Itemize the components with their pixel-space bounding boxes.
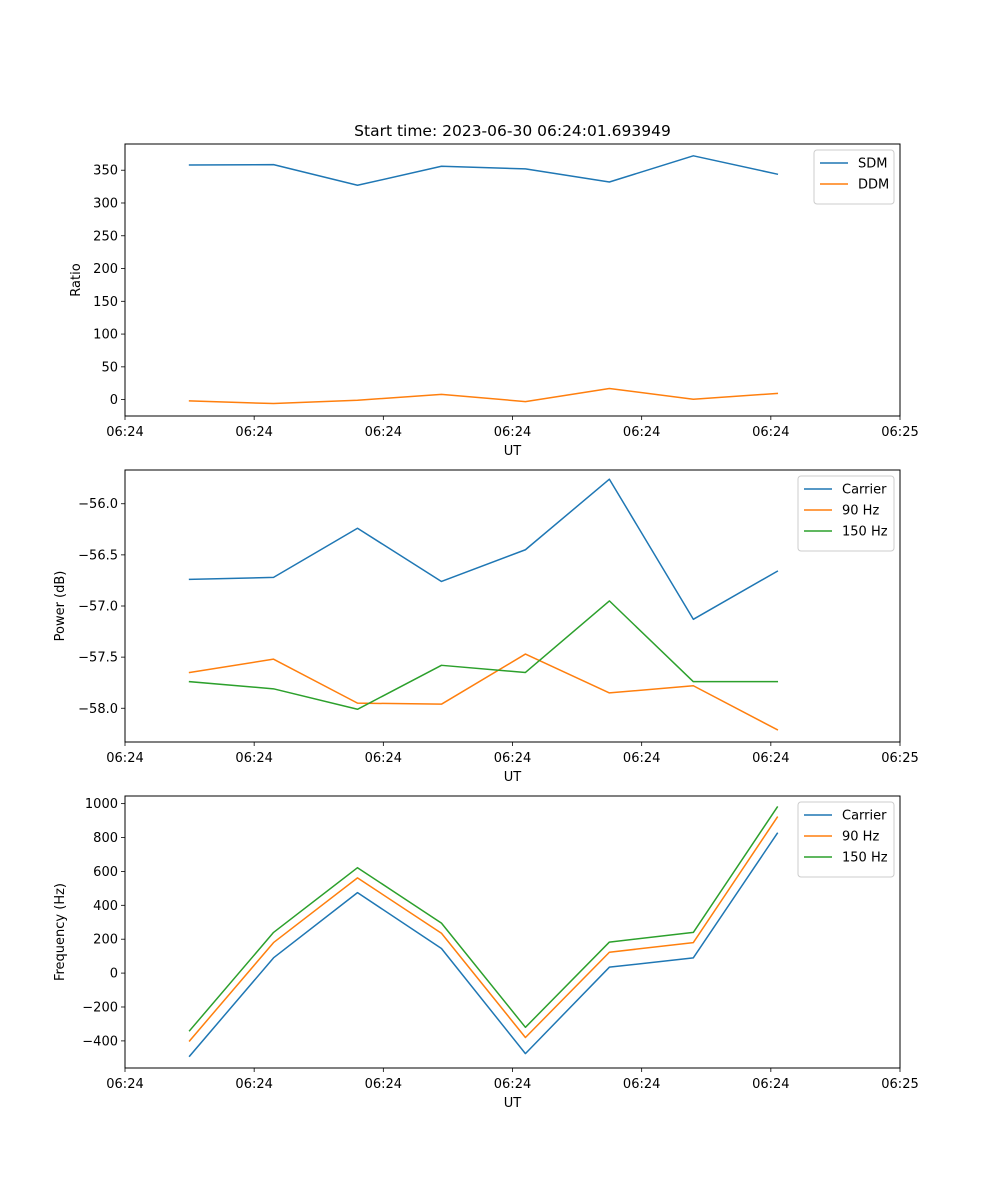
x-tick-label: 06:25 [881,1077,918,1092]
y-axis-label: Ratio [69,263,84,296]
y-tick-label: 300 [93,196,118,211]
legend-frame [797,801,895,878]
series-line-sdm [188,155,779,187]
legend-entry-label: 90 Hz [842,504,879,519]
y-tick-label: −57.0 [78,600,118,615]
axes-frame [124,795,901,1069]
legend-entry-label: 90 Hz [842,830,879,845]
y-tick-label: 250 [93,229,118,244]
legend: Carrier 90 Hz 150 Hz [797,801,895,878]
chart-panel-1: 06:24 06:24 06:24 06:24 06:24 06:24 06:25 0 50 10… [69,122,919,459]
y-axis-label: Frequency (Hz) [53,883,68,981]
legend: SDM DDM [813,149,895,205]
x-tick-label: 06:24 [494,751,531,766]
x-axis-label: UT [504,1096,522,1111]
x-tick-label: 06:24 [235,425,272,440]
legend-frame [797,475,895,552]
y-tick-label: −56.5 [78,548,118,563]
x-tick-label: 06:24 [106,1077,143,1092]
axes-frame [124,469,901,743]
series-line-90-hz [188,653,779,731]
y-tick-label: 400 [93,899,118,914]
y-tick-label: 150 [93,295,118,310]
x-tick-label: 06:24 [235,751,272,766]
x-axis-label: UT [504,444,522,459]
series-line-carrier [188,832,779,1058]
x-tick-label: 06:24 [623,751,660,766]
series-line-90-hz [188,816,779,1042]
y-tick-label: −57.5 [78,651,118,666]
x-tick-label: 06:24 [752,751,789,766]
x-tick-label: 06:24 [106,425,143,440]
y-tick-label: 100 [93,328,118,343]
y-tick-label: 200 [93,262,118,277]
axes-frame [124,143,901,417]
chart-title: Start time: 2023-06-30 06:24:01.693949 [354,122,671,140]
y-tick-label: 600 [93,865,118,880]
y-tick-label: 200 [93,933,118,948]
legend-entry-label: Carrier [842,809,887,824]
y-tick-label: −56.0 [78,497,118,512]
chart-panel-3: 06:24 06:24 06:24 06:24 06:24 06:24 06:25 −400 −… [53,795,919,1111]
x-tick-label: 06:24 [494,1077,531,1092]
legend-entry-label: 150 Hz [842,525,888,540]
x-tick-label: 06:25 [881,751,918,766]
series-line-ddm [188,387,779,405]
x-tick-label: 06:24 [235,1077,272,1092]
x-tick-label: 06:24 [623,1077,660,1092]
legend-entry-label: Carrier [842,483,887,498]
legend-entry-label: 150 Hz [842,851,888,866]
chart-panel-2: 06:24 06:24 06:24 06:24 06:24 06:24 06:25 −58.0… [53,469,919,785]
x-tick-label: 06:24 [365,1077,402,1092]
x-axis-label: UT [504,770,522,785]
x-tick-label: 06:24 [752,425,789,440]
legend-entry-label: SDM [858,157,887,172]
y-tick-label: 1000 [85,797,118,812]
x-tick-label: 06:24 [623,425,660,440]
x-tick-label: 06:24 [752,1077,789,1092]
y-tick-label: 0 [110,393,118,408]
x-tick-label: 06:25 [881,425,918,440]
series-line-150-hz [188,600,779,711]
series-line-150-hz [188,805,779,1032]
y-axis-label: Power (dB) [53,571,68,642]
x-tick-label: 06:24 [106,751,143,766]
y-tick-label: 50 [101,360,118,375]
x-tick-label: 06:24 [365,751,402,766]
y-tick-label: −200 [82,1000,118,1015]
legend-entry-label: DDM [858,178,889,193]
y-tick-label: −400 [82,1034,118,1049]
x-tick-label: 06:24 [365,425,402,440]
x-tick-label: 06:24 [494,425,531,440]
legend: Carrier 90 Hz 150 Hz [797,475,895,552]
y-tick-label: 800 [93,831,118,846]
y-tick-label: 350 [93,164,118,179]
series-line-carrier [188,478,779,621]
y-tick-label: 0 [110,967,118,982]
y-tick-label: −58.0 [78,702,118,717]
